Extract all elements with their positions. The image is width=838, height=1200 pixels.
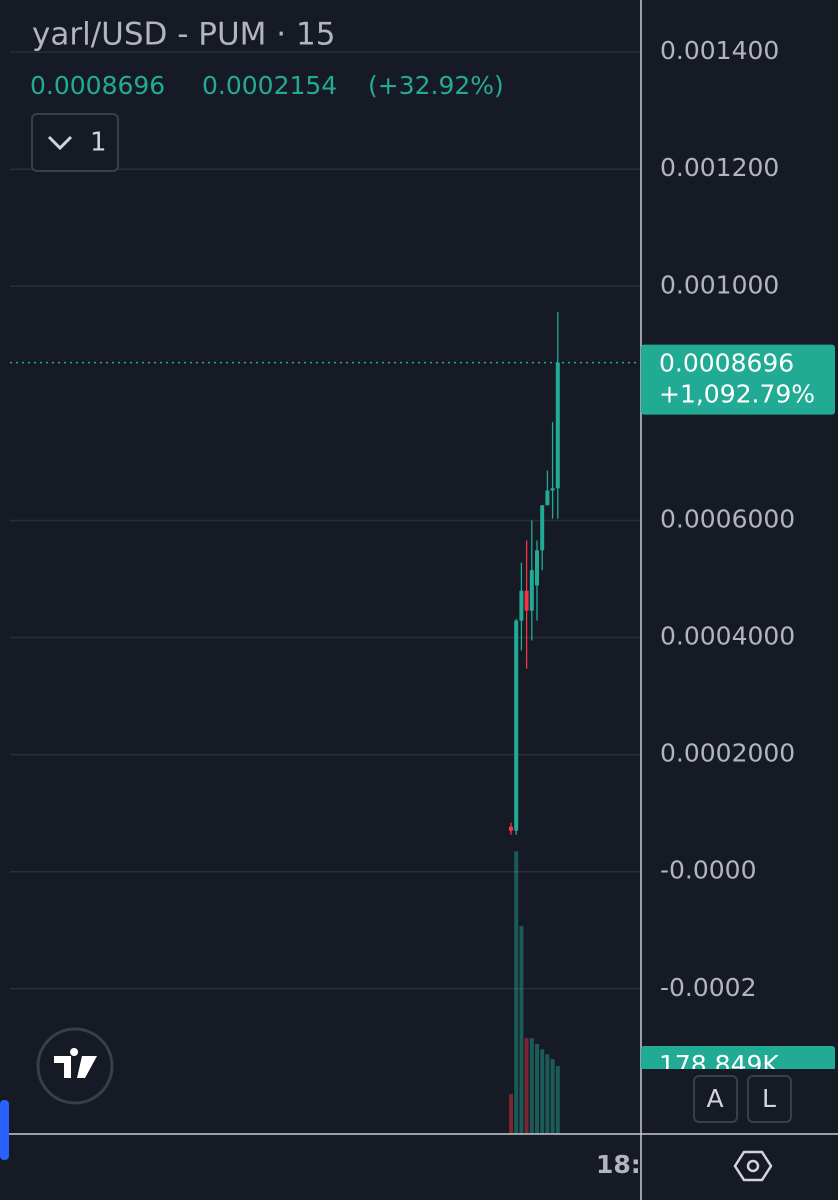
volume-bar <box>540 1049 545 1134</box>
logo-icon <box>54 1048 97 1078</box>
candle-body <box>519 590 524 621</box>
price-tag <box>641 344 835 415</box>
volume-bar <box>545 1054 550 1134</box>
price-tag-change: +1,092.79% <box>659 380 815 409</box>
time-label: 18: <box>596 1150 641 1179</box>
button-frame[interactable] <box>693 1075 738 1123</box>
volume-bar <box>514 851 519 1134</box>
y-tick-label: 0.0004000 <box>660 622 795 651</box>
volume-bar <box>509 1094 513 1134</box>
candle-body <box>555 362 560 489</box>
last-price: 0.0008696 <box>30 71 165 100</box>
logo-circle[interactable] <box>36 1027 114 1105</box>
volume-bar <box>535 1043 539 1134</box>
scale-button-a[interactable]: A <box>693 1075 738 1123</box>
y-tick-label: 0.001400 <box>660 36 779 65</box>
chevron-icon <box>47 135 73 151</box>
y-tick-label: -0.0000 <box>660 856 757 885</box>
candle-body <box>540 505 545 551</box>
settings-button[interactable] <box>733 1150 773 1182</box>
volume-bar <box>529 1038 534 1134</box>
volume-bar <box>555 1066 560 1134</box>
button-label[interactable]: A <box>706 1084 723 1113</box>
price-change-percent: (+32.92%) <box>368 71 504 100</box>
candle-body <box>509 826 513 831</box>
volume-bar <box>524 1038 529 1134</box>
price-tag-value: 0.0008696 <box>659 349 794 378</box>
plot <box>10 312 641 1134</box>
volume-tag-bg <box>641 1046 835 1070</box>
button-frame[interactable] <box>747 1075 792 1123</box>
y-tick-label: 0.001000 <box>660 270 779 299</box>
settings-icon[interactable] <box>733 1150 773 1182</box>
y-tick-label: -0.0002 <box>660 973 757 1002</box>
symbol-title: yarl/USD - PUM · 15 <box>32 17 335 53</box>
scale-button-l[interactable]: L <box>747 1075 792 1123</box>
button-label[interactable]: L <box>762 1084 776 1113</box>
candle-body <box>535 550 539 586</box>
candle-body <box>545 490 550 506</box>
y-tick-label: 0.0002000 <box>660 739 795 768</box>
tradingview-logo[interactable] <box>36 1027 114 1105</box>
candle-body <box>529 570 534 611</box>
candle-body <box>550 488 555 491</box>
price-change: 0.0002154 <box>202 71 337 100</box>
volume-tag-value: 178.849K <box>659 1050 779 1079</box>
settings-icon-center <box>746 1159 760 1173</box>
y-tick-label: 0.0006000 <box>660 504 795 533</box>
candle-body <box>514 620 519 831</box>
side-tab[interactable] <box>0 1100 9 1160</box>
collapse-button[interactable]: 1 <box>31 113 119 172</box>
candle-body <box>524 590 529 611</box>
button-label[interactable]: 1 <box>90 128 107 158</box>
volume-bar <box>550 1059 555 1134</box>
y-tick-label: 0.001200 <box>660 153 779 182</box>
volume-bar <box>519 926 524 1134</box>
volume-tag: 178.849K <box>641 1046 835 1079</box>
button-frame[interactable] <box>31 113 119 172</box>
